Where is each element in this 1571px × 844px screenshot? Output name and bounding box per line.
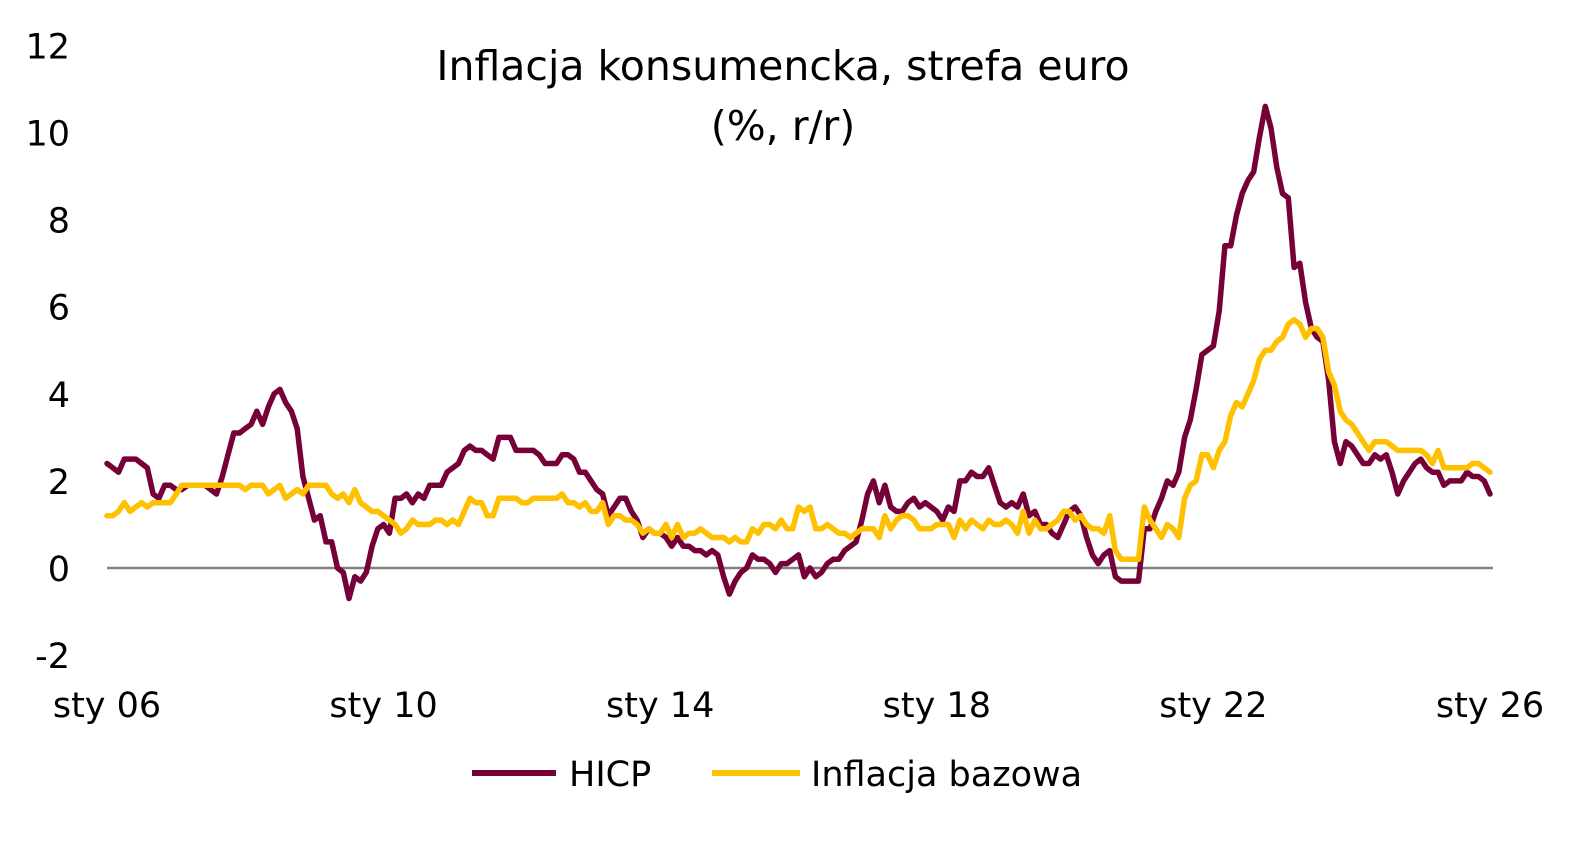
y-tick-label: 2 — [48, 463, 70, 503]
legend-label-core: Inflacja bazowa — [811, 755, 1082, 795]
chart-title: Inflacja konsumencka, strefa euro — [436, 42, 1129, 90]
series-line-hicp — [107, 106, 1490, 598]
x-tick-label: sty 18 — [883, 686, 991, 726]
y-tick-label: -2 — [35, 637, 70, 677]
legend-label-hicp: HICP — [569, 755, 651, 795]
series-points-hicp — [107, 106, 1490, 598]
x-tick-label: sty 22 — [1159, 686, 1267, 726]
x-tick-label: sty 10 — [329, 686, 437, 726]
y-tick-label: 4 — [48, 376, 70, 416]
x-tick-label: sty 06 — [53, 686, 161, 726]
y-tick-label: 8 — [48, 202, 70, 242]
y-tick-label: 0 — [48, 550, 70, 590]
series-line-core — [107, 320, 1490, 560]
x-axis: sty 06 sty 10 sty 14 sty 18 sty 22 sty 26 — [53, 686, 1544, 726]
chart-subtitle: (%, r/r) — [711, 102, 856, 150]
series-lines — [107, 106, 1490, 598]
y-tick-label: 12 — [25, 27, 70, 67]
x-tick-label: sty 14 — [606, 686, 714, 726]
legend: HICP Inflacja bazowa — [472, 755, 1082, 795]
series-points-core — [107, 320, 1490, 560]
y-axis: -2 0 2 4 6 8 10 12 — [25, 27, 70, 677]
x-tick-label: sty 26 — [1436, 686, 1544, 726]
y-tick-label: 10 — [25, 115, 70, 155]
y-tick-label: 6 — [48, 289, 70, 329]
